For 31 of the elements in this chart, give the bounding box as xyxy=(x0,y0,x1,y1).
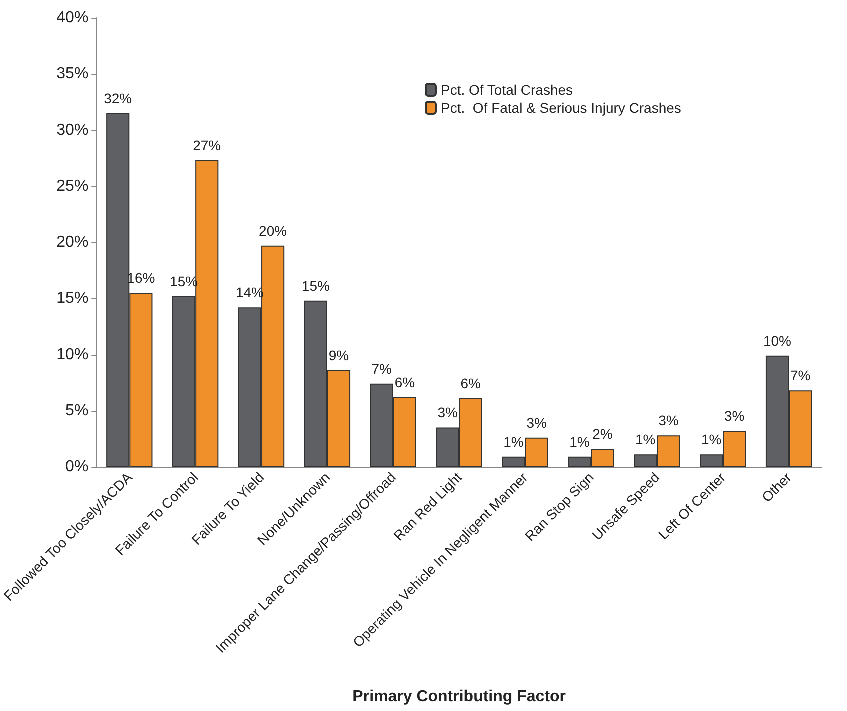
y-tick-label: 5% xyxy=(66,402,89,420)
data-label: 10% xyxy=(763,332,792,349)
y-tick-label: 25% xyxy=(56,178,89,195)
legend-label: Pct. Of Total Crashes xyxy=(441,82,574,98)
y-tick-label: 40% xyxy=(56,10,89,26)
data-label: 3% xyxy=(526,414,547,431)
data-label: 1% xyxy=(570,434,590,450)
data-label: 1% xyxy=(701,432,722,448)
data-label: 9% xyxy=(328,347,350,364)
data-label: 3% xyxy=(724,408,745,424)
data-label: 27% xyxy=(193,138,222,154)
y-tick-label: 15% xyxy=(56,290,89,308)
data-label: 1% xyxy=(636,432,656,448)
data-label: 3% xyxy=(438,404,458,421)
data-label: 2% xyxy=(592,426,613,442)
y-tick-label: 0% xyxy=(66,458,89,476)
data-label: 32% xyxy=(104,90,132,106)
x-axis-title: Primary Contributing Factor xyxy=(352,688,566,706)
y-tick-label: 30% xyxy=(56,122,89,139)
data-label: 7% xyxy=(372,360,392,377)
data-label: 3% xyxy=(658,412,679,429)
data-label: 1% xyxy=(504,434,524,450)
data-label: 15% xyxy=(302,278,330,294)
data-label: 6% xyxy=(460,376,481,392)
data-label: 20% xyxy=(259,222,288,239)
y-tick-label: 10% xyxy=(56,346,89,364)
y-tick-label: 35% xyxy=(56,66,89,83)
legend-label: Pct. Of Fatal & Serious Injury Crashes xyxy=(441,100,682,116)
y-tick-label: 20% xyxy=(56,234,89,251)
data-label: 7% xyxy=(790,368,811,384)
data-label: 6% xyxy=(394,374,416,390)
